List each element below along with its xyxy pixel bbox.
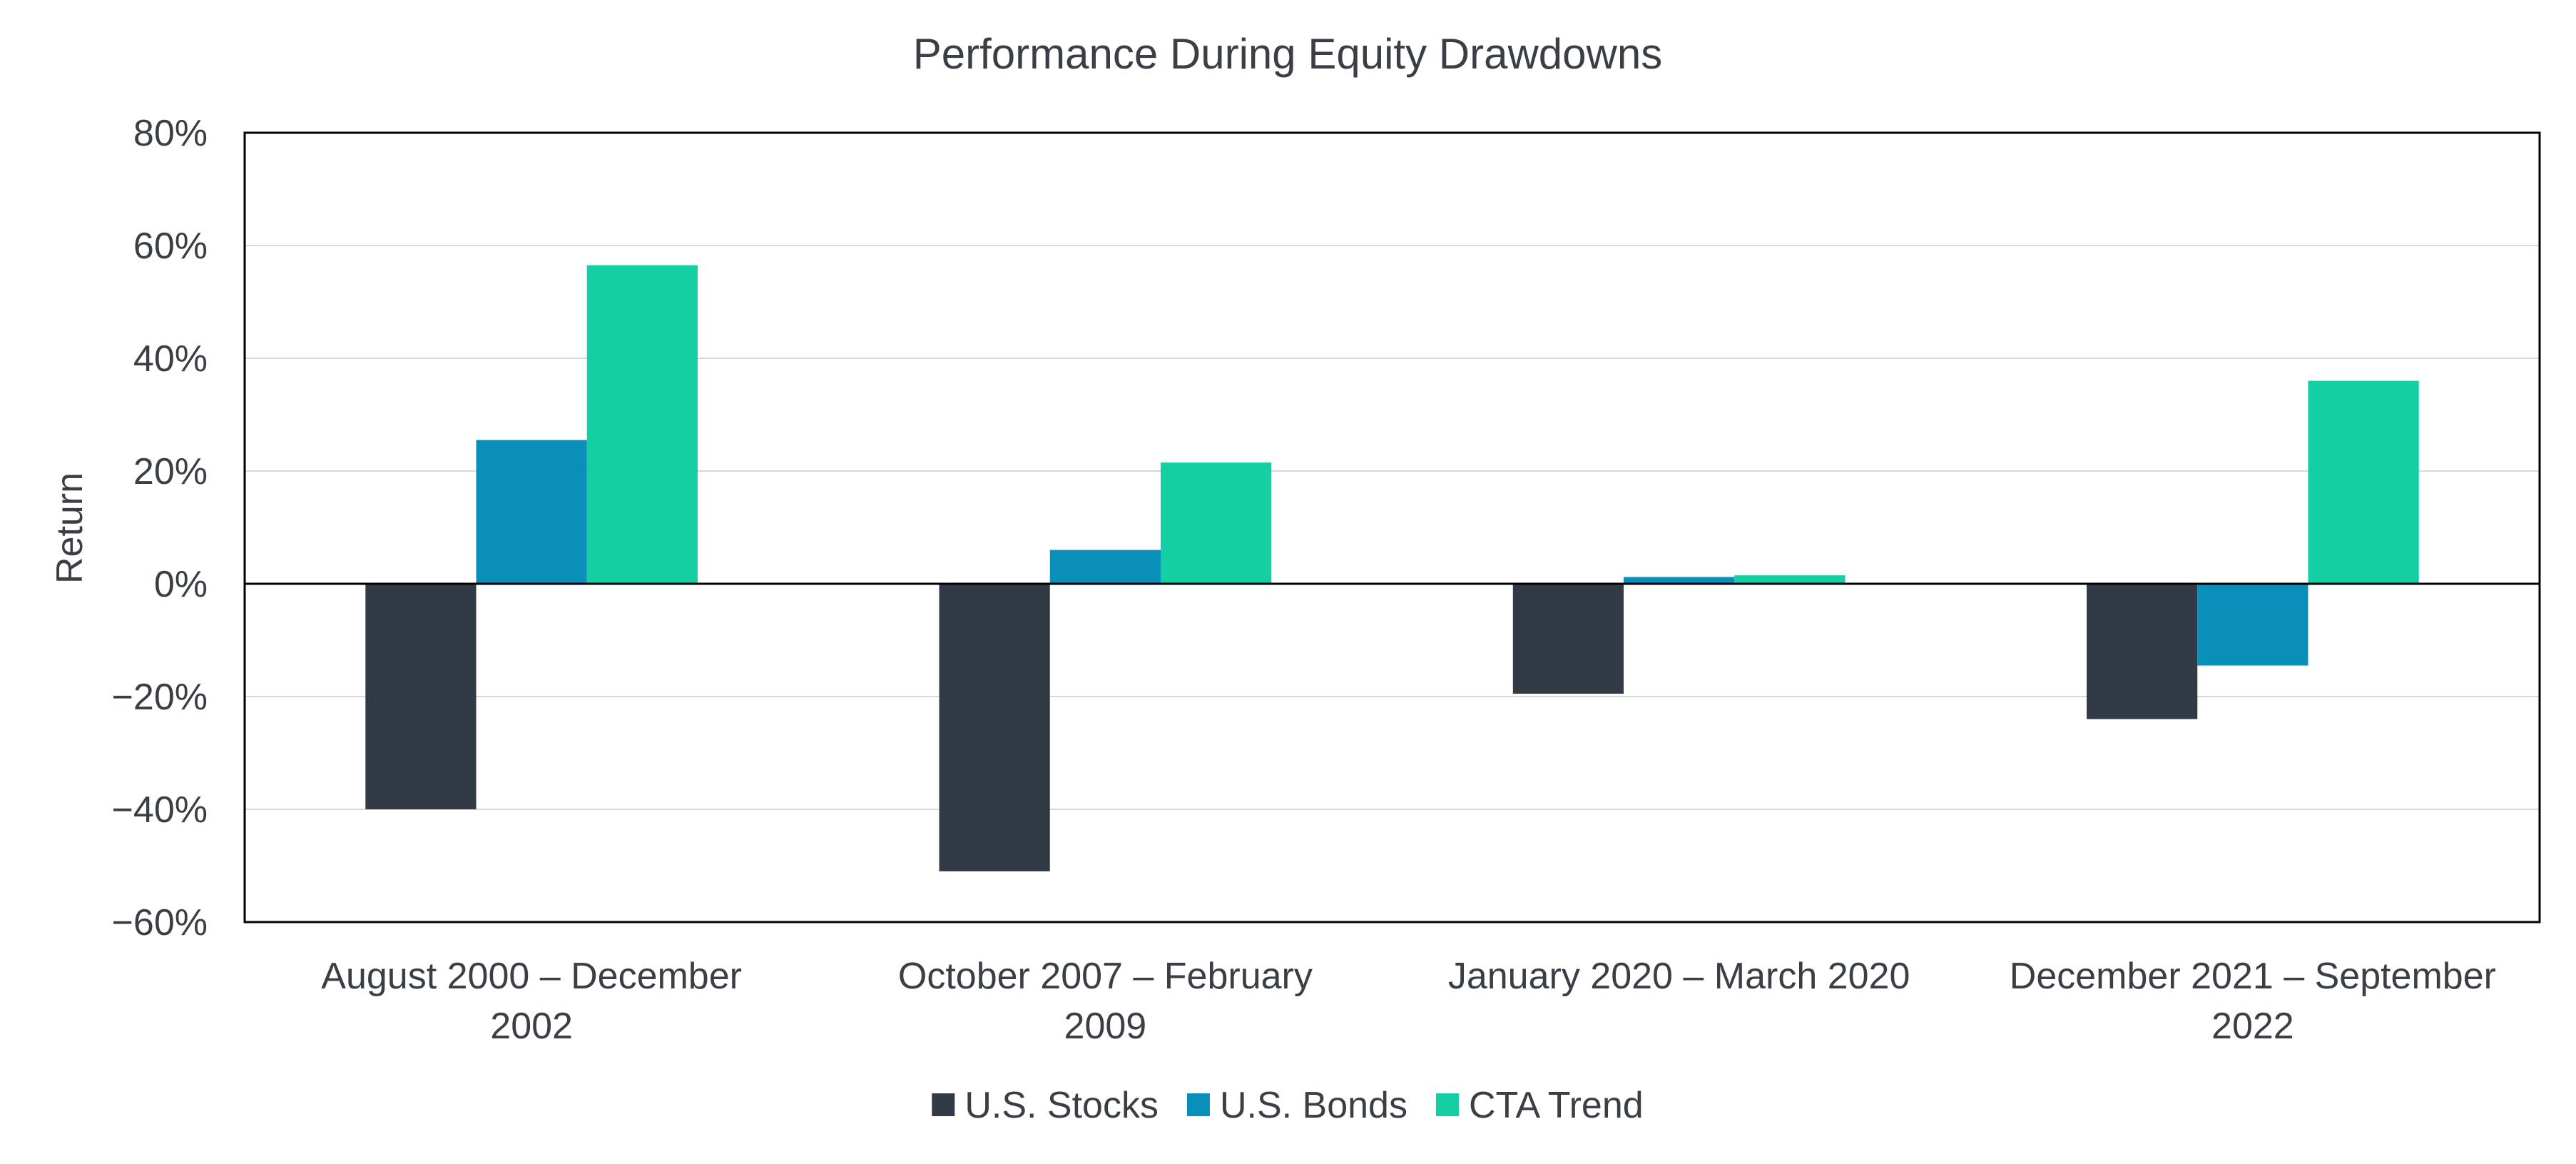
x-tick-label: 2022 — [2211, 1006, 2294, 1047]
legend-label: U.S. Bonds — [1220, 1085, 1407, 1126]
legend-label: CTA Trend — [1469, 1085, 1644, 1126]
x-tick-label: August 2000 – December — [321, 956, 742, 997]
x-tick-label: October 2007 – February — [898, 956, 1313, 997]
y-tick-label: 20% — [133, 451, 208, 492]
bars — [365, 265, 2419, 871]
plot-frame — [243, 131, 2541, 923]
y-tick-label: −40% — [112, 789, 208, 831]
x-tick-labels: August 2000 – December 2002 October 2007 –… — [321, 956, 2496, 1047]
bar-u-s-stocks — [939, 584, 1050, 871]
x-tick-label: 2002 — [490, 1006, 573, 1047]
legend-swatch — [932, 1093, 955, 1116]
bar-cta-trend — [586, 265, 698, 584]
bar-u-s-bonds — [476, 440, 587, 584]
bar-cta-trend — [2308, 380, 2419, 584]
y-tick-label: 40% — [133, 338, 208, 380]
chart-title: Performance During Equity Drawdowns — [913, 30, 1662, 78]
legend-swatch — [1435, 1093, 1459, 1116]
bar-cta-trend — [1734, 575, 1846, 584]
bar-cta-trend — [1160, 462, 1272, 584]
y-tick-label: −20% — [112, 677, 208, 718]
y-tick-label: 60% — [133, 226, 208, 267]
legend: U.S. Stocks U.S. Bonds CTA Trend — [932, 1085, 1644, 1126]
x-tick-label: 2009 — [1064, 1006, 1147, 1047]
y-tick-label: 0% — [154, 564, 208, 605]
bar-u-s-stocks — [365, 584, 477, 809]
legend-label: U.S. Stocks — [964, 1085, 1159, 1126]
bar-u-s-stocks — [2087, 584, 2198, 719]
legend-swatch — [1186, 1093, 1210, 1116]
y-tick-label: −60% — [112, 902, 208, 943]
bar-u-s-bonds — [1049, 550, 1161, 584]
y-tick-label: 80% — [133, 113, 208, 154]
x-tick-label: December 2021 – September — [2010, 956, 2496, 997]
y-axis-title: Return — [49, 472, 91, 584]
bar-u-s-stocks — [1512, 584, 1624, 694]
x-tick-label: January 2020 – March 2020 — [1448, 956, 1910, 997]
bar-u-s-bonds — [1624, 577, 1735, 584]
y-tick-labels: 80% 60% 40% 20% 0% −20% −40% −60% — [112, 113, 208, 943]
bar-u-s-bonds — [2197, 584, 2308, 666]
